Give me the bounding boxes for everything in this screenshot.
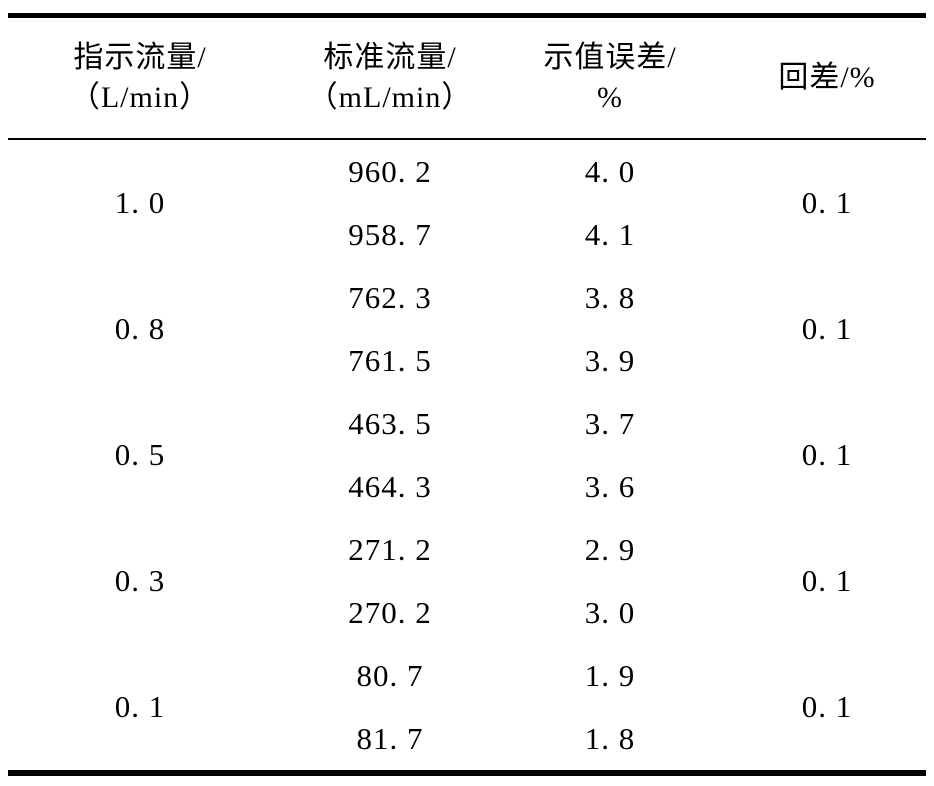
standard-flow-value: 958. 7 (348, 216, 432, 252)
indication-error-value: 3. 9 (584, 342, 636, 378)
header-standard-flow-line2: （mL/min） (307, 81, 473, 114)
indication-error-value: 4. 0 (584, 153, 636, 189)
header-standard-flow: 标准流量/ （mL/min） (280, 38, 500, 118)
indicated-flow-value: 0. 3 (114, 563, 166, 598)
indicated-flow-value: 1. 0 (114, 185, 166, 220)
header-hysteresis-line1: 回差/% (778, 61, 876, 94)
table-row-group-5: 0. 1 80. 7 1. 9 0. 1 81. 7 1. 8 (0, 644, 934, 770)
indicated-flow-value: 0. 1 (114, 689, 166, 724)
header-indication-error: 示值误差/ % (500, 38, 720, 118)
table-bottom-rule (8, 770, 926, 776)
standard-flow-value: 271. 2 (348, 531, 432, 567)
indication-error-value: 3. 6 (584, 468, 636, 504)
indicated-flow-value: 0. 8 (114, 311, 166, 346)
table-header-row: 指示流量/ （L/min） 标准流量/ （mL/min） 示值误差/ % 回差/… (0, 18, 934, 138)
indication-error-value: 3. 0 (584, 594, 636, 630)
standard-flow-value: 81. 7 (356, 720, 424, 756)
table-header-rule (8, 138, 926, 140)
hysteresis-value: 0. 1 (801, 563, 853, 598)
hysteresis-value: 0. 1 (801, 185, 853, 220)
standard-flow-value: 761. 5 (348, 342, 432, 378)
table-row-group-3: 0. 5 463. 5 3. 7 0. 1 464. 3 3. 6 (0, 392, 934, 518)
standard-flow-value: 464. 3 (348, 468, 432, 504)
header-standard-flow-line1: 标准流量/ (323, 41, 457, 74)
standard-flow-value: 960. 2 (348, 153, 432, 189)
table-row-group-4: 0. 3 271. 2 2. 9 0. 1 270. 2 3. 0 (0, 518, 934, 644)
hysteresis-value: 0. 1 (801, 437, 853, 472)
table-row-group-1: 1. 0 960. 2 4. 0 0. 1 958. 7 4. 1 (0, 140, 934, 266)
standard-flow-value: 80. 7 (356, 657, 424, 693)
indication-error-value: 2. 9 (584, 531, 636, 567)
indicated-flow-value: 0. 5 (114, 437, 166, 472)
indication-error-value: 4. 1 (584, 216, 636, 252)
table-top-rule (8, 13, 926, 18)
indication-error-value: 3. 8 (584, 279, 636, 315)
header-indicated-flow-line2: （L/min） (69, 81, 211, 114)
header-indication-error-line2: % (597, 81, 623, 114)
indication-error-value: 1. 8 (584, 720, 636, 756)
table-body: 1. 0 960. 2 4. 0 0. 1 958. 7 4. 1 0. 8 7… (0, 140, 934, 770)
indication-error-value: 1. 9 (584, 657, 636, 693)
standard-flow-value: 270. 2 (348, 594, 432, 630)
table-row-group-2: 0. 8 762. 3 3. 8 0. 1 761. 5 3. 9 (0, 266, 934, 392)
indication-error-value: 3. 7 (584, 405, 636, 441)
hysteresis-value: 0. 1 (801, 311, 853, 346)
header-indicated-flow: 指示流量/ （L/min） (0, 38, 280, 118)
header-hysteresis: 回差/% (720, 58, 934, 98)
header-indication-error-line1: 示值误差/ (543, 41, 677, 74)
standard-flow-value: 762. 3 (348, 279, 432, 315)
header-indicated-flow-line1: 指示流量/ (73, 41, 207, 74)
hysteresis-value: 0. 1 (801, 689, 853, 724)
standard-flow-value: 463. 5 (348, 405, 432, 441)
